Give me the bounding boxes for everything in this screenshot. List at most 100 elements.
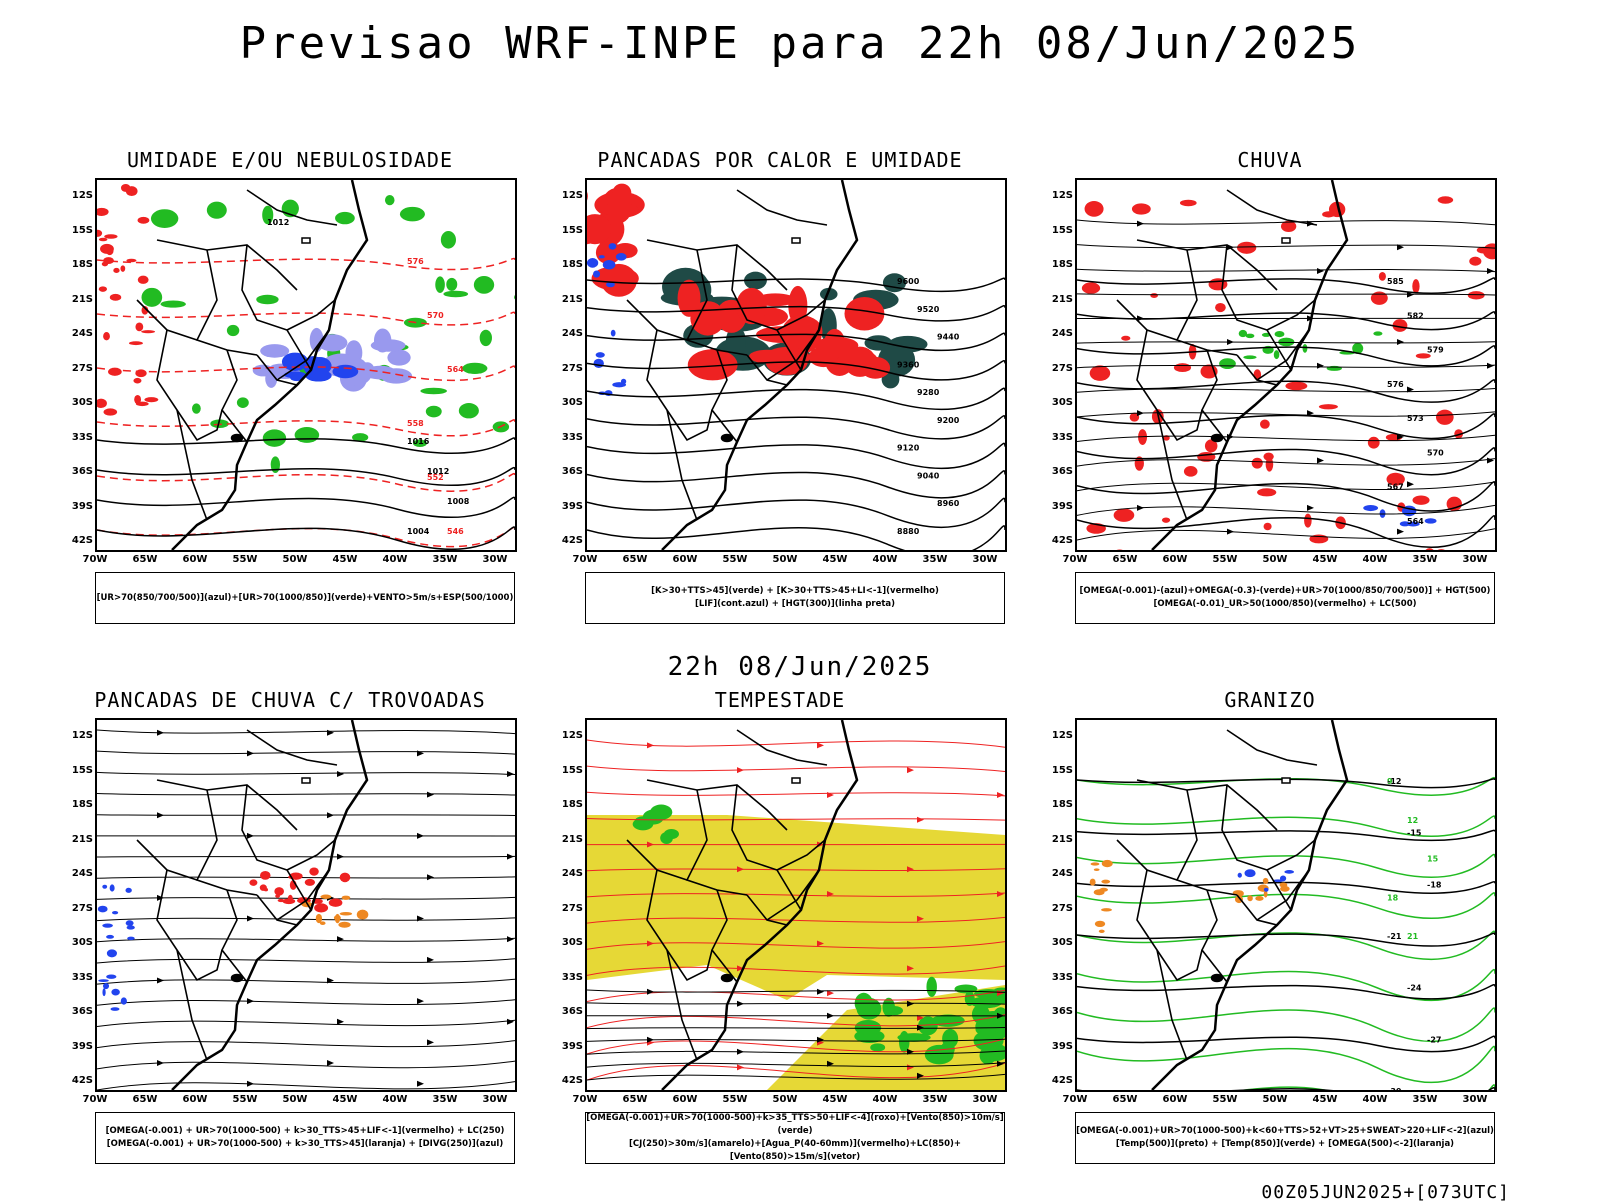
legend-line: [OMEGA(-0.001)+UR>70(1000-500)+k>35_TTS>… — [586, 1113, 1004, 1136]
latitude-label: 39S — [1051, 1040, 1073, 1052]
jet-yellow-area — [587, 815, 1005, 1000]
latitude-label: 12S — [1051, 730, 1073, 741]
latitude-label: 30S — [561, 397, 583, 408]
wind-streamlines-250 — [97, 729, 515, 1090]
latitude-label: 33S — [71, 431, 93, 443]
latitude-label: 39S — [71, 500, 93, 512]
latitude-label: 12S — [561, 190, 583, 201]
latitude-label: 27S — [71, 902, 93, 914]
lc850-streamlines — [587, 739, 1005, 1081]
contour-label: 12 — [1407, 816, 1418, 825]
contour-label: 9 — [1387, 777, 1393, 786]
latitude-label: 15S — [561, 224, 583, 236]
map-chuva: 585 582 579 576 573 570 567 564 — [1075, 178, 1497, 552]
contour-label: 1012 — [267, 218, 289, 227]
longitude-label: 50W — [1262, 554, 1288, 565]
longitude-label: 45W — [1312, 1094, 1338, 1105]
contour-label: -15 — [1407, 829, 1422, 838]
main-title: Previsao WRF-INPE para 22h 08/Jun/2025 — [239, 18, 1361, 69]
longitude-label: 30W — [482, 1094, 508, 1105]
latitude-label: 42S — [561, 1075, 583, 1086]
omega-orange-area-west — [1089, 859, 1113, 933]
latitude-label: 30S — [561, 937, 583, 948]
latitude-label: 30S — [71, 937, 93, 948]
longitude-label: 50W — [772, 554, 798, 565]
latitude-label: 30S — [1051, 397, 1073, 408]
wind850-green-area-north — [632, 804, 679, 845]
panel-legend: [OMEGA(-0.001) + UR>70(1000-500) + k>30_… — [95, 1112, 515, 1164]
latitude-label: 18S — [71, 259, 93, 270]
legend-line: [OMEGA(-0.001)-(azul)+OMEGA(-0.3)-(verde… — [1079, 586, 1491, 596]
longitude-label: 45W — [822, 554, 848, 565]
longitude-label: 70W — [1062, 554, 1088, 565]
contour-label: 18 — [1387, 893, 1399, 902]
contour-label: 21 — [1407, 932, 1419, 941]
latitude-label: 24S — [71, 328, 93, 339]
latitude-label: 27S — [561, 902, 583, 914]
longitude-label: 30W — [1462, 554, 1488, 565]
latitude-label: 33S — [561, 431, 583, 443]
longitude-label: 55W — [722, 1094, 748, 1105]
map-pancadas_calor: 9600 9520 9440 9360 9280 9200 9120 9040 8960 8880 — [585, 178, 1007, 552]
longitude-label: 30W — [972, 1094, 998, 1105]
map-canvas — [587, 720, 1005, 1090]
latitude-label: 27S — [1051, 362, 1073, 374]
longitude-label: 35W — [922, 1094, 948, 1105]
longitude-label: 50W — [282, 554, 308, 565]
longitude-label: 45W — [1312, 554, 1338, 565]
contour-label: 8880 — [897, 527, 920, 536]
longitude-label: 60W — [182, 554, 208, 565]
contour-label: 585 — [1387, 277, 1404, 286]
contour-label: 9200 — [937, 416, 960, 425]
latitude-label: 39S — [561, 500, 583, 512]
longitude-label: 35W — [1412, 1094, 1438, 1105]
panel-legend: [OMEGA(-0.001)+UR>70(1000-500)+k<60+TTS>… — [1075, 1112, 1495, 1164]
legend-line: [LIF](cont.azul) + [HGT(300)](linha pret… — [694, 599, 896, 609]
latitude-label: 36S — [71, 1006, 93, 1017]
forecast-time-title: 22h 08/Jun/2025 — [667, 652, 933, 682]
panel-legend: [UR>70(850/700/500)](azul)+[UR>70(1000/8… — [95, 572, 515, 624]
latitude-label: 12S — [71, 190, 93, 201]
longitude-label: 50W — [1262, 1094, 1288, 1105]
map-tempestade — [585, 718, 1007, 1092]
contour-label: 582 — [1407, 311, 1424, 320]
contour-label: 15 — [1427, 855, 1439, 864]
humidity-core-area — [281, 352, 359, 382]
map-canvas: 576 570 564 558 552 546 1016 1012 1008 1004 1012 — [97, 180, 515, 550]
latitude-label: 15S — [1051, 224, 1073, 236]
contour-label: 9600 — [897, 277, 920, 286]
longitude-label: 55W — [722, 554, 748, 565]
latitude-label: 24S — [561, 868, 583, 879]
contour-label: 579 — [1427, 346, 1444, 355]
latitude-label: 42S — [561, 535, 583, 546]
latitude-label: 42S — [71, 535, 93, 546]
longitude-label: 50W — [282, 1094, 308, 1105]
contour-label: 546 — [447, 527, 464, 536]
longitude-label: 30W — [972, 554, 998, 565]
legend-line: [Temp(500)](preto) + [Temp(850)](verde) … — [1115, 1139, 1455, 1149]
contour-label: 1004 — [407, 527, 430, 536]
panel-legend: [OMEGA(-0.001)-(azul)+OMEGA(-0.3)-(verde… — [1075, 572, 1495, 624]
contour-label: 570 — [427, 311, 444, 320]
longitude-label: 30W — [1462, 1094, 1488, 1105]
longitude-label: 55W — [232, 554, 258, 565]
latitude-label: 39S — [1051, 500, 1073, 512]
panel-title: UMIDADE E/OU NEBULOSIDADE — [126, 148, 454, 172]
latitude-label: 33S — [1051, 431, 1073, 443]
longitude-label: 60W — [1162, 554, 1188, 565]
contour-label: -12 — [1387, 777, 1401, 786]
latitude-label: 21S — [561, 293, 583, 305]
contour-label: 9280 — [917, 388, 940, 397]
panel-chuva: CHUVA 585 582 579 576 573 570 567 564 12S 15S 18S 21… — [1035, 148, 1505, 638]
map-canvas — [97, 720, 515, 1090]
omega-orange-area — [1232, 877, 1290, 904]
longitude-label: 65W — [132, 554, 158, 565]
latitude-label: 39S — [561, 1040, 583, 1052]
longitude-label: 65W — [1112, 1094, 1138, 1105]
panel-pancadas_calor: PANCADAS POR CALOR E UMIDADE 9600 9520 9440… — [545, 148, 1015, 638]
legend-line: [K>30+TTS>45](verde) + [K>30+TTS>45+LI<-… — [651, 586, 939, 596]
thunder-red-area — [249, 867, 351, 913]
wind-streamlines-500 — [1077, 219, 1495, 541]
latitude-label: 18S — [71, 799, 93, 810]
longitude-label: 65W — [622, 1094, 648, 1105]
